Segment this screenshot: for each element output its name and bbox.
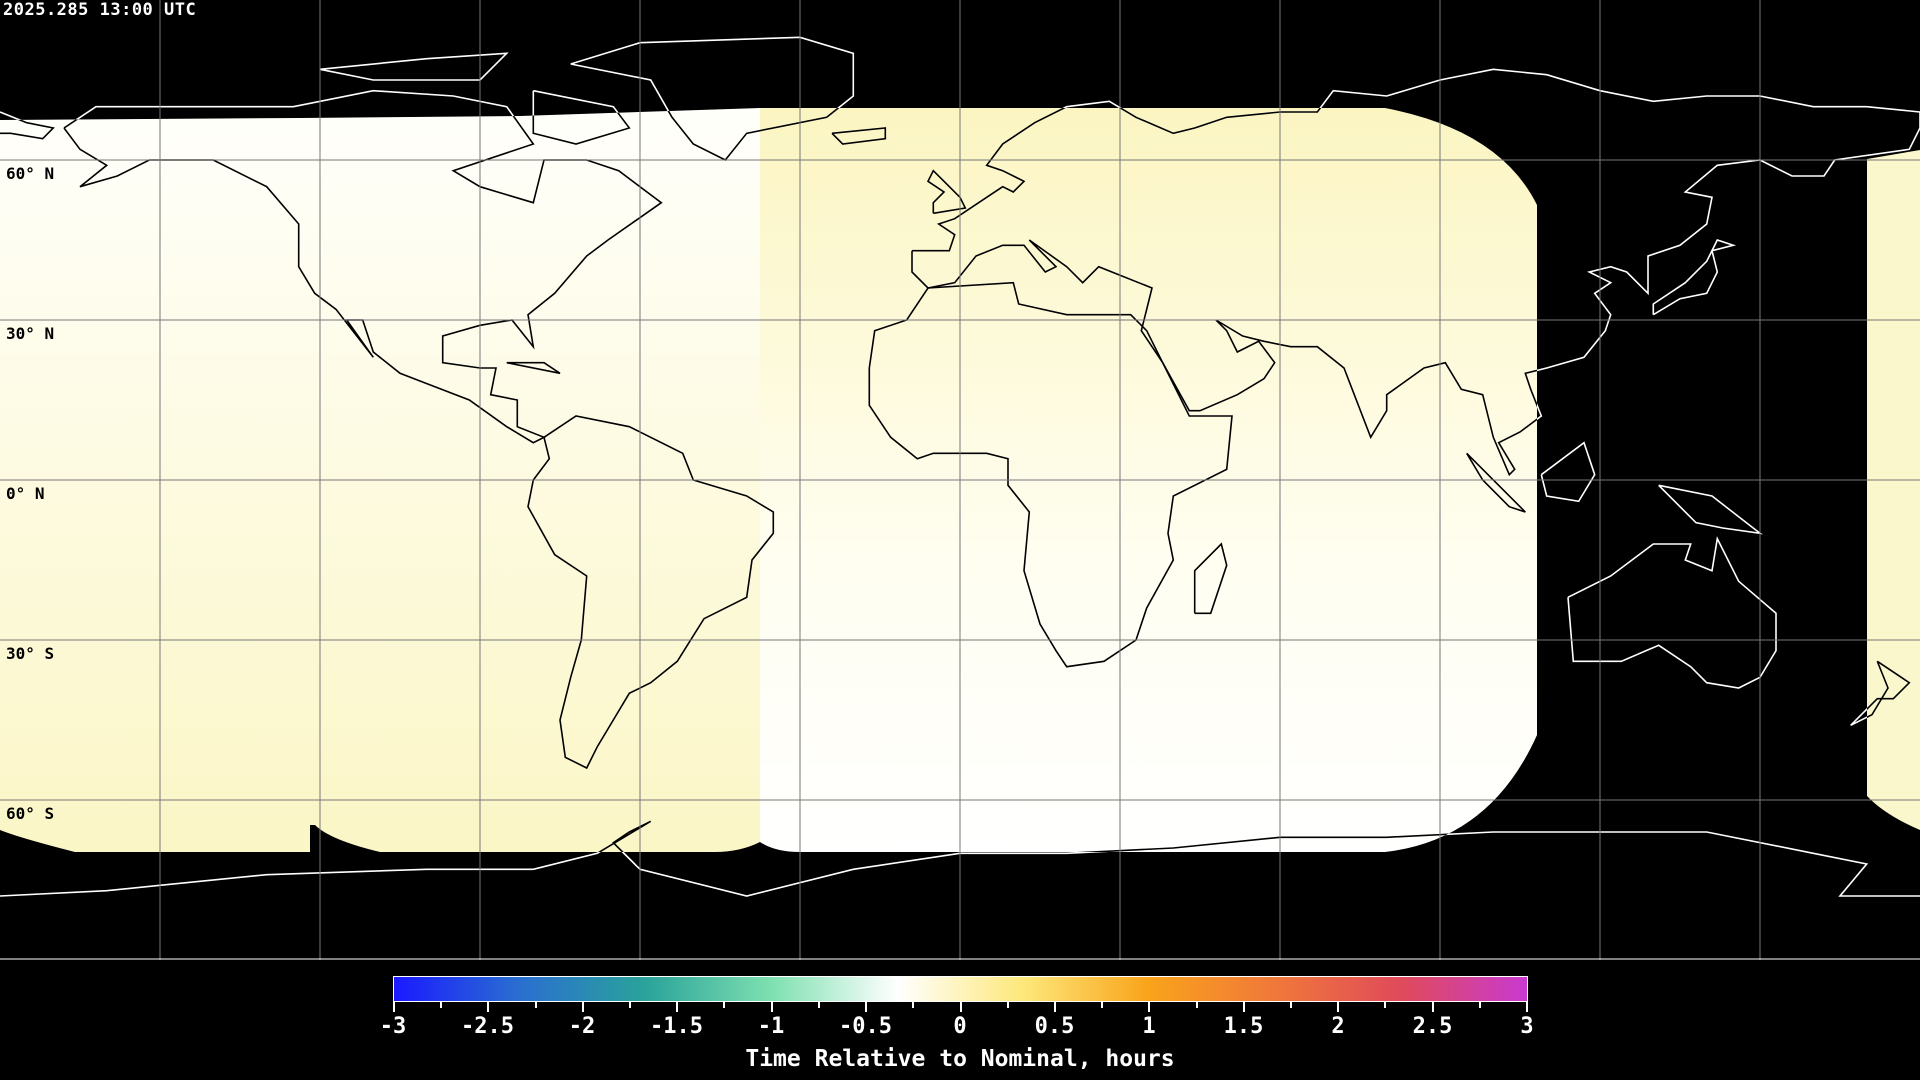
colorbar-tick <box>723 1002 726 1008</box>
colorbar-tick <box>1384 1002 1387 1008</box>
colorbar-tick <box>581 1002 584 1012</box>
coastline-new-guinea <box>1658 484 1763 535</box>
colorbar-tick <box>865 1002 868 1012</box>
coastline-south-america-lit <box>527 415 775 770</box>
colorbar-tick <box>1195 1002 1198 1008</box>
colorbar-tick <box>1337 1002 1340 1012</box>
colorbar-tick <box>912 1002 915 1008</box>
colorbar-tick <box>1148 1002 1151 1012</box>
colorbar-tick <box>817 1002 820 1008</box>
colorbar-tick <box>629 1002 632 1008</box>
lat-label-60s: 60° S <box>6 804 55 823</box>
coastline-australia <box>1567 536 1777 689</box>
colorbar-tick <box>534 1002 537 1008</box>
colorbar-tick-label: 2 <box>1331 1014 1345 1039</box>
coastline-borneo <box>1540 441 1596 503</box>
colorbar-tick <box>440 1002 443 1008</box>
colorbar-tick <box>1242 1002 1245 1012</box>
colorbar-tick-label: 0.5 <box>1034 1014 1075 1039</box>
graticule <box>0 0 1920 960</box>
coastline-iceland-lit <box>831 127 887 145</box>
colorbar-tick <box>487 1002 490 1012</box>
coastline-africa-lit <box>868 281 1233 668</box>
colorbar-tick-label: -2 <box>568 1014 596 1039</box>
colorbar-tick-label: 1 <box>1142 1014 1156 1039</box>
coastline-baffin-island-lit <box>532 108 631 145</box>
colorbar-tick <box>1431 1002 1434 1012</box>
colorbar-tick <box>1289 1002 1292 1008</box>
lat-label-30s: 30° S <box>6 644 55 663</box>
colorbar-title: Time Relative to Nominal, hours <box>745 1046 1175 1072</box>
colorbar-tick-label: -3 <box>379 1014 407 1039</box>
coverage-region-east <box>1867 150 1920 830</box>
colorbar-tick <box>676 1002 679 1012</box>
colorbar-ticks <box>393 1002 1528 1012</box>
coastline-cuba-lit <box>506 361 561 375</box>
world-map <box>0 0 1920 960</box>
coastline-north-america-lit <box>63 108 663 444</box>
coastline-japan <box>1652 239 1737 316</box>
coastline-antarctica <box>0 820 1920 897</box>
coastline-madagascar-lit <box>1193 542 1228 615</box>
lat-label-60n: 60° N <box>6 164 55 183</box>
colorbar-tick <box>959 1002 962 1012</box>
lat-label-0n: 0° N <box>6 484 45 503</box>
colorbar <box>393 976 1528 1002</box>
colorbar-tick-label: -0.5 <box>839 1014 892 1039</box>
colorbar-tick-label: 2.5 <box>1412 1014 1453 1039</box>
colorbar-tick <box>1101 1002 1104 1008</box>
colorbar-tick-label: 1.5 <box>1223 1014 1264 1039</box>
coastline-sumatra-lit <box>1466 452 1526 513</box>
colorbar-tick-label: -2.5 <box>461 1014 514 1039</box>
coastline-arctic-islands <box>319 52 509 81</box>
colorbar-tick <box>393 1002 395 1012</box>
colorbar-tick <box>1006 1002 1009 1008</box>
colorbar-tick-label: -1 <box>757 1014 785 1039</box>
colorbar-tick-label: -1.5 <box>650 1014 703 1039</box>
colorbar-tick <box>1526 1002 1528 1012</box>
colorbar-tick-label: 0 <box>953 1014 967 1039</box>
colorbar-tick <box>770 1002 773 1012</box>
colorbar-tick-label: 3 <box>1520 1014 1534 1039</box>
colorbar-tick <box>1053 1002 1056 1012</box>
timestamp-label: 2025.285 13:00 UTC <box>3 0 197 20</box>
coastline-greenland-lit <box>570 108 855 162</box>
coastline-great-britain-lit <box>926 169 967 215</box>
lat-label-30n: 30° N <box>6 324 55 343</box>
coastline-chukotka-lit <box>0 111 55 140</box>
colorbar-tick <box>1478 1002 1481 1008</box>
